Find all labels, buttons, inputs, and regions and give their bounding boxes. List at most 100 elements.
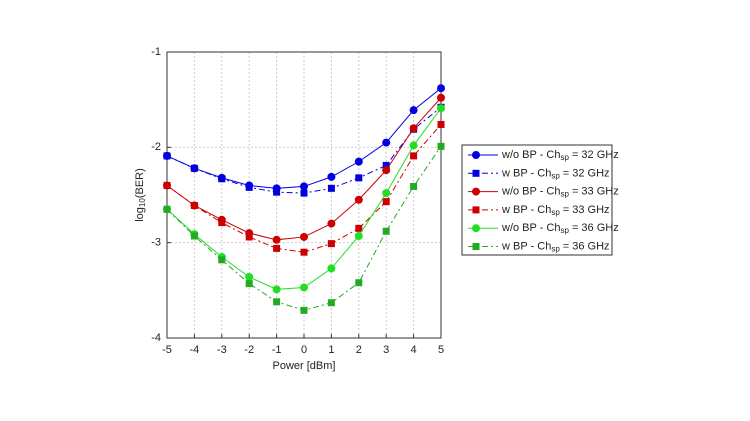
legend-label-suffix: = 32 GHz [563, 167, 610, 179]
marker [409, 141, 418, 150]
marker [382, 189, 391, 198]
legend-label-text: w BP - Ch [501, 240, 551, 252]
marker [382, 166, 391, 175]
marker [409, 106, 418, 115]
marker [437, 84, 445, 93]
marker [354, 195, 363, 204]
x-tick-label: 2 [356, 344, 362, 356]
legend-label-suffix: = 36 GHz [572, 222, 619, 234]
legend-label-text: w/o BP - Ch [501, 186, 561, 198]
marker [327, 219, 336, 228]
legend-label: w BP - Chsp = 36 GHz [501, 240, 610, 253]
x-tick-label: -5 [162, 344, 172, 356]
x-tick-label: 5 [438, 344, 444, 356]
marker [300, 306, 308, 314]
marker [327, 264, 336, 273]
legend-label: w BP - Chsp = 33 GHz [501, 204, 610, 217]
legend-label-text: w/o BP - Ch [501, 149, 561, 161]
marker [437, 104, 445, 113]
marker [190, 232, 198, 240]
marker [300, 283, 308, 292]
x-tick-label: -3 [217, 344, 227, 356]
marker [272, 235, 281, 244]
legend-label: w/o BP - Chsp = 33 GHz [501, 186, 619, 199]
legend-marker [472, 243, 480, 250]
legend-label: w/o BP - Chsp = 32 GHz [501, 149, 619, 162]
marker [355, 174, 363, 182]
x-tick-label: 1 [328, 344, 334, 356]
legend-label: w/o BP - Chsp = 36 GHz [501, 222, 619, 235]
marker [273, 298, 281, 306]
legend-label-subscript: sp [561, 153, 570, 162]
marker [163, 181, 171, 189]
legend-label-text: w BP - Ch [501, 204, 551, 216]
marker [245, 183, 253, 191]
x-tick-label: 4 [411, 344, 417, 356]
x-tick-label: 0 [301, 344, 307, 356]
y-axis-label-text: log [134, 207, 146, 222]
marker [327, 184, 335, 192]
marker [300, 189, 308, 197]
legend-label-suffix: = 33 GHz [563, 204, 610, 216]
marker [410, 182, 418, 190]
y-tick-label: -1 [151, 46, 161, 58]
plot-frame [166, 51, 442, 339]
y-axis-label: log10(BER) [134, 168, 147, 222]
marker [218, 256, 226, 264]
marker [327, 299, 335, 307]
legend-label-subscript: sp [551, 171, 560, 180]
legend-label-suffix: = 33 GHz [572, 186, 619, 198]
marker [327, 172, 336, 181]
marker [163, 152, 171, 160]
marker [354, 157, 363, 166]
marker [437, 120, 445, 128]
marker [300, 182, 308, 191]
marker [272, 285, 281, 294]
legend-label: w BP - Chsp = 32 GHz [501, 167, 610, 180]
legend-marker [472, 206, 480, 214]
legend-label-subscript: sp [561, 190, 570, 199]
marker [218, 219, 226, 227]
x-tick-label: -4 [190, 344, 200, 356]
marker [273, 244, 281, 252]
legend-box [461, 144, 613, 256]
marker [190, 164, 198, 172]
x-axis-label: Power [dBm] [273, 360, 336, 372]
marker [409, 124, 418, 133]
legend-label-text: w BP - Ch [501, 167, 551, 179]
legend-label-subscript: sp [551, 245, 560, 254]
y-axis-label-subscript: 10 [138, 198, 147, 207]
marker [382, 227, 390, 235]
x-tick-label: -1 [272, 344, 282, 356]
legend-marker [472, 169, 480, 177]
marker [300, 248, 308, 256]
marker [410, 152, 418, 160]
marker [163, 205, 171, 213]
x-tick-label: 3 [383, 344, 389, 356]
marker [327, 240, 335, 248]
marker [437, 142, 445, 150]
marker [218, 175, 226, 183]
marker [273, 188, 281, 196]
x-tick-label: -2 [244, 344, 254, 356]
marker [355, 279, 363, 287]
y-tick-label: -2 [151, 141, 161, 153]
marker [300, 232, 308, 241]
legend-label-subscript: sp [561, 226, 570, 235]
y-axis-label-suffix: (BER) [134, 168, 146, 198]
marker [354, 231, 363, 240]
marker [437, 93, 445, 102]
y-tick-label: -4 [151, 332, 161, 344]
legend-label-text: w/o BP - Ch [501, 222, 561, 234]
legend-marker [472, 151, 480, 159]
legend-label-suffix: = 32 GHz [572, 149, 619, 161]
legend-label-subscript: sp [551, 208, 560, 217]
y-tick-label: -3 [151, 237, 161, 249]
legend-label-suffix: = 36 GHz [563, 240, 610, 252]
marker [190, 201, 198, 209]
legend-marker [472, 187, 480, 196]
marker [382, 198, 390, 206]
marker [355, 224, 363, 232]
marker [245, 272, 254, 281]
